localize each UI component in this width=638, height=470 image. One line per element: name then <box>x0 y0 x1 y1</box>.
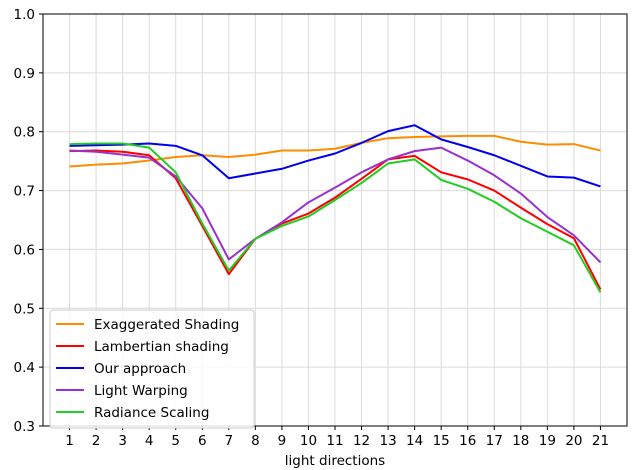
x-axis-ticks: 1 2 3 4 5 6 7 8 9 10 11 12 13 14 15 16 17 18 19 20 21 <box>65 426 609 449</box>
x-tick-label: 17 <box>486 433 503 449</box>
legend-label: Our approach <box>94 361 186 377</box>
x-tick-label: 12 <box>353 433 370 449</box>
x-tick-label: 7 <box>225 433 234 449</box>
x-tick-label: 1 <box>65 433 74 449</box>
x-axis-title: light directions <box>285 453 385 469</box>
series-line-exaggerated-shading <box>69 134 601 168</box>
legend-label: Exaggerated Shading <box>94 317 239 333</box>
legend: Exaggerated Shading Lambertian shading Our… <box>49 309 255 429</box>
legend-label: Radiance Scaling <box>94 405 209 421</box>
x-tick-label: 11 <box>326 433 343 449</box>
legend-label: Light Warping <box>94 383 188 399</box>
y-axis-ticks: 0.3 0.4 0.5 0.6 0.7 0.8 0.9 1.0 <box>14 7 43 435</box>
series-line-light-warping <box>69 146 602 264</box>
y-tick-label: 0.6 <box>14 242 35 258</box>
x-tick-label: 6 <box>198 433 207 449</box>
x-tick-label: 4 <box>145 433 154 449</box>
x-tick-label: 3 <box>118 433 127 449</box>
x-tick-label: 2 <box>92 433 101 449</box>
y-tick-label: 0.4 <box>14 360 35 376</box>
y-tick-label: 1.0 <box>14 7 35 23</box>
series-line-our-approach <box>69 124 601 188</box>
series-lines <box>69 124 602 293</box>
x-tick-label: 19 <box>539 433 556 449</box>
x-tick-label: 21 <box>592 433 609 449</box>
x-tick-label: 16 <box>459 433 476 449</box>
x-tick-label: 14 <box>406 433 423 449</box>
y-tick-label: 0.3 <box>14 419 35 435</box>
x-tick-label: 20 <box>565 433 582 449</box>
x-tick-label: 10 <box>300 433 317 449</box>
x-tick-label: 13 <box>379 433 396 449</box>
y-tick-label: 0.7 <box>14 184 35 200</box>
x-tick-label: 8 <box>251 433 260 449</box>
legend-box <box>49 309 255 429</box>
x-tick-label: 18 <box>512 433 529 449</box>
series-line-radiance-scaling <box>69 142 602 293</box>
y-tick-label: 0.9 <box>14 66 35 82</box>
y-tick-label: 0.5 <box>14 301 35 317</box>
legend-label: Lambertian shading <box>94 339 229 355</box>
y-tick-label: 0.8 <box>14 125 35 141</box>
x-tick-label: 5 <box>171 433 180 449</box>
x-tick-label: 15 <box>433 433 450 449</box>
x-tick-label: 9 <box>278 433 287 449</box>
